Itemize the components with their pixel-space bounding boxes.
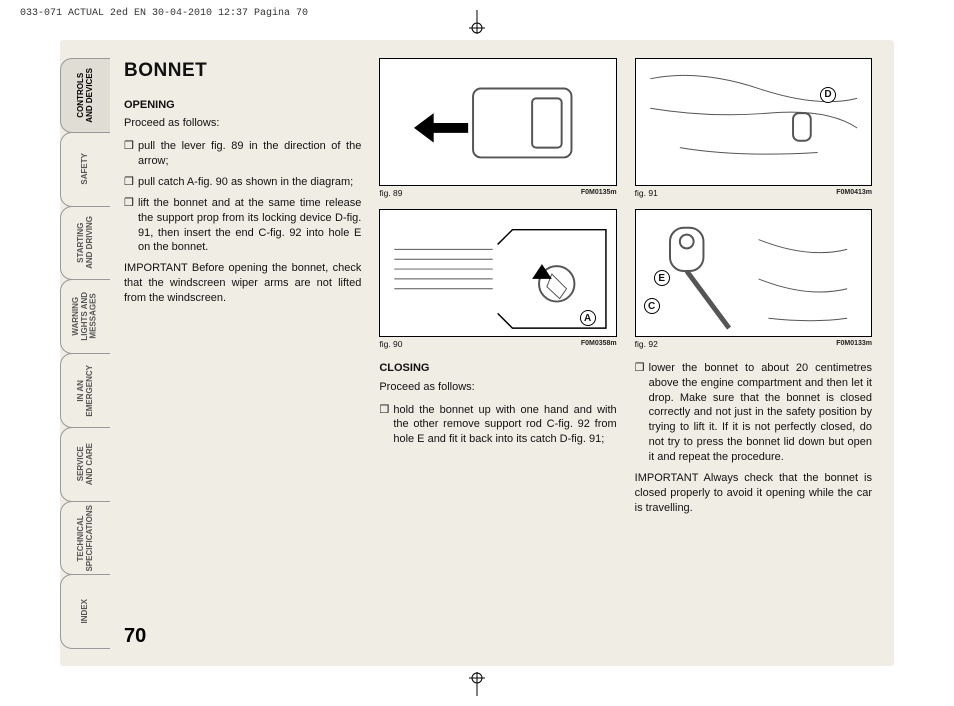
heading-closing: CLOSING [379, 361, 616, 376]
tab-index[interactable]: INDEX [60, 574, 110, 649]
bullet-2: ❒pull catch A-fig. 90 as shown in the di… [124, 175, 361, 190]
figure-91-caption: fig. 91F0M0413m [635, 188, 872, 199]
page-title: BONNET [124, 58, 361, 84]
figure-92: E C [635, 209, 872, 337]
closing-bullet-1: ❒hold the bonnet up with one hand and wi… [379, 403, 616, 448]
side-tabs: CONTROLS AND DEVICES SAFETY STARTING AND… [60, 40, 110, 666]
tab-starting-and-driving[interactable]: STARTING AND DRIVING [60, 206, 110, 281]
heading-opening: OPENING [124, 98, 361, 113]
figure-90-caption: fig. 90F0M0358m [379, 339, 616, 350]
figure-91: D [635, 58, 872, 186]
callout-d: D [820, 87, 836, 103]
tab-warning-lights[interactable]: WARNING LIGHTS AND MESSAGES [60, 279, 110, 354]
figure-90: A [379, 209, 616, 337]
figure-89 [379, 58, 616, 186]
column-3: D fig. 91F0M0413m E C fig. 92F0M0133m [635, 58, 872, 648]
tab-controls-and-devices[interactable]: CONTROLS AND DEVICES [60, 58, 110, 133]
closing-bullet-2: ❒lower the bonnet to about 20 centimetre… [635, 361, 872, 465]
page: CONTROLS AND DEVICES SAFETY STARTING AND… [60, 40, 894, 666]
tab-safety[interactable]: SAFETY [60, 132, 110, 207]
closing-important: IMPORTANT Always check that the bonnet i… [635, 471, 872, 516]
crop-mark-bottom [457, 672, 497, 696]
opening-important: IMPORTANT Before opening the bonnet, che… [124, 261, 361, 306]
crop-mark-top [457, 10, 497, 34]
column-2: fig. 89F0M0135m A fig [379, 58, 616, 648]
page-number: 70 [124, 625, 146, 648]
content: BONNET OPENING Proceed as follows: ❒pull… [110, 40, 894, 666]
tab-service-and-care[interactable]: SERVICE AND CARE [60, 427, 110, 502]
opening-intro: Proceed as follows: [124, 116, 361, 131]
figure-92-caption: fig. 92F0M0133m [635, 339, 872, 350]
bullet-1: ❒pull the lever fig. 89 in the direction… [124, 139, 361, 169]
column-1: BONNET OPENING Proceed as follows: ❒pull… [124, 58, 361, 648]
figure-89-caption: fig. 89F0M0135m [379, 188, 616, 199]
closing-intro: Proceed as follows: [379, 380, 616, 395]
tab-technical-specs[interactable]: TECHNICAL SPECIFICATIONS [60, 501, 110, 576]
bullet-3: ❒lift the bonnet and at the same time re… [124, 196, 361, 255]
tab-emergency[interactable]: IN AN EMERGENCY [60, 353, 110, 428]
